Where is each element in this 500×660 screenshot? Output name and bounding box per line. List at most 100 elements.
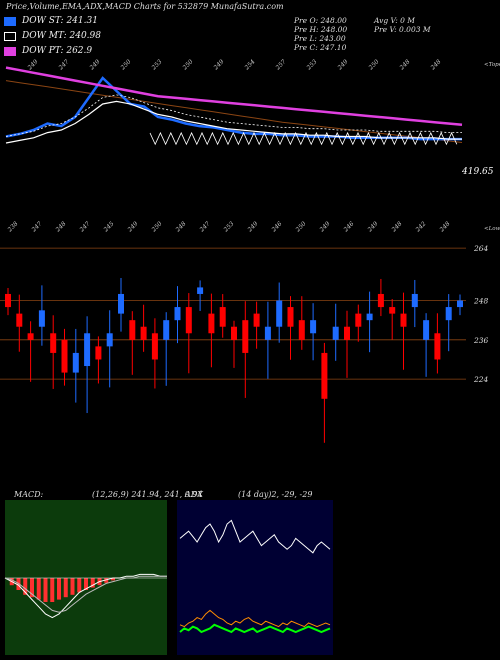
candle-body <box>400 313 407 327</box>
ema-brown-line <box>5 80 463 143</box>
chart-title: Price,Volume,EMA,ADX,MACD Charts for 532… <box>6 2 284 11</box>
vol-top-tick: 246 <box>342 220 356 234</box>
vol-top-tick: 245 <box>102 220 116 234</box>
vol-top-tick: 249 <box>366 220 380 234</box>
candle-body <box>118 293 124 314</box>
macd-hist-bar <box>43 578 48 602</box>
candle-body <box>344 326 350 340</box>
candle-body <box>411 293 418 308</box>
top-tick-label: 249 <box>26 58 40 72</box>
candle-body <box>219 307 226 327</box>
vol-right-tick: 236 <box>473 336 489 345</box>
ema-right-label: 419.65 <box>461 167 494 177</box>
top-tick-label: 249 <box>336 58 350 72</box>
candle-body <box>106 333 113 347</box>
candle-body <box>174 307 181 321</box>
candle-body <box>61 339 68 373</box>
candle-body <box>242 320 249 353</box>
vol-right-tick: 224 <box>473 375 489 384</box>
legend-dow-st: DOW ST: 241.31 <box>4 15 98 27</box>
macd-hist-bar <box>77 578 82 593</box>
legend-label-mt: DOW MT: 240.98 <box>22 31 101 41</box>
candle-body <box>264 326 271 340</box>
ema-series-dow-pt <box>5 66 463 127</box>
legend-label-pt: DOW PT: 262.9 <box>22 46 93 56</box>
candle-body <box>27 333 34 340</box>
macd-hist-bar <box>70 578 75 595</box>
candle-body <box>231 326 237 340</box>
candle-body <box>16 313 23 327</box>
macd-hist-bar <box>84 578 88 590</box>
candle-body <box>298 320 305 340</box>
candle-body <box>457 300 463 308</box>
macd-hist-bar <box>50 578 55 602</box>
candle-body <box>185 307 192 334</box>
price-close-line <box>149 131 458 146</box>
vol-top-tick: 253 <box>222 220 236 234</box>
macd-hist-bar <box>36 578 41 600</box>
candle-body <box>129 320 136 340</box>
top-tick-label: 253 <box>150 58 164 72</box>
top-tick-label: 250 <box>181 58 195 72</box>
info-pre-volume: Pre V: 0.003 M <box>374 25 431 34</box>
candle-body <box>377 293 384 308</box>
macd-line-macd <box>4 573 167 619</box>
vol-top-tick: 249 <box>246 220 260 234</box>
candle-body <box>310 320 317 334</box>
legend-swatch-pt <box>4 46 16 56</box>
candle-body <box>197 287 204 294</box>
info-high: Pre H: 248.00 <box>294 25 348 34</box>
ema-series-dow-mt <box>5 100 462 144</box>
vol-top-tick: 247 <box>198 220 212 234</box>
candle-body <box>95 346 102 360</box>
macd-hist-bar <box>23 578 28 595</box>
info-close: Pre C: 247.10 <box>294 43 347 52</box>
info-open: Pre O: 248.00 <box>294 16 347 25</box>
ema-series-dow-mt-dashed <box>5 94 462 137</box>
macd-line-signal <box>4 575 167 613</box>
candle-body <box>366 313 373 321</box>
vol-right-tick: 264 <box>473 244 489 253</box>
vol-top-tick: 238 <box>6 220 20 234</box>
macd-hist-bar <box>63 578 68 598</box>
candle-body <box>38 310 45 327</box>
candle-body <box>321 352 328 399</box>
candle-body <box>72 352 79 373</box>
candle-body <box>332 326 339 340</box>
candle-body <box>208 313 215 334</box>
candle-body <box>151 333 158 360</box>
info-avg-volume: Avg V: 0 M <box>374 16 415 25</box>
candle-body <box>445 307 452 321</box>
vol-top-tick: 247 <box>78 220 92 234</box>
top-tick-label: 249 <box>88 58 102 72</box>
vol-top-tick: 247 <box>30 220 44 234</box>
legend-label-st: DOW ST: 241.31 <box>22 16 98 26</box>
vol-top-tick: 242 <box>414 220 428 234</box>
adx-values: (14 day)2, -29, -29 <box>238 490 313 499</box>
top-right-tag: <Tope <box>484 62 500 68</box>
legend-swatch-mt <box>4 31 16 41</box>
info-low: Pre L: 243.00 <box>294 34 346 43</box>
candle-body <box>140 326 147 340</box>
vol-right-tick: 248 <box>473 297 489 306</box>
macd-background <box>5 500 167 655</box>
top-tick-label: 250 <box>119 58 133 72</box>
vol-top-tick: 248 <box>390 220 404 234</box>
candle-body <box>253 313 260 327</box>
candle-body <box>50 333 57 353</box>
adx-line-plus <box>179 623 331 634</box>
vol-right-tag: <Lower <box>484 226 500 232</box>
adx-line-minus <box>179 609 331 628</box>
macd-label: MACD: <box>14 490 44 499</box>
candle-body <box>423 320 430 340</box>
macd-hist-bar <box>30 578 34 598</box>
vol-top-tick: 248 <box>438 220 452 234</box>
vol-top-tick: 250 <box>150 220 164 234</box>
top-tick-label: 253 <box>305 58 319 72</box>
vol-top-tick: 249 <box>318 220 332 234</box>
legend-dow-mt: DOW MT: 240.98 <box>4 30 101 42</box>
macd-hist-bar <box>104 578 109 583</box>
candle-body <box>5 293 11 308</box>
top-tick-label: 254 <box>243 58 257 72</box>
